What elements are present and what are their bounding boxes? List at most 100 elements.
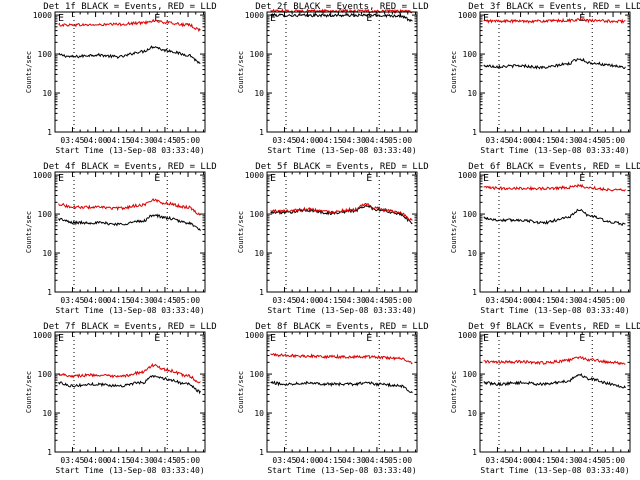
y-axis-label: Counts/sec bbox=[450, 371, 458, 413]
x-axis-label: Start Time (13-Sep-08 03:33:40) bbox=[480, 306, 629, 315]
series-lld-line bbox=[270, 352, 413, 365]
x-tick-label: 03:45 bbox=[60, 296, 84, 305]
x-tick-label: 04:30 bbox=[342, 456, 366, 465]
x-tick-label: 04:45 bbox=[578, 136, 602, 145]
y-tick-label: 10 bbox=[254, 89, 264, 98]
x-tick-label: 03:45 bbox=[272, 296, 296, 305]
x-tick-label: 03:45 bbox=[485, 136, 509, 145]
marker-label: E bbox=[366, 333, 372, 344]
y-tick-label: 1000 bbox=[458, 331, 477, 340]
y-axis-label: Counts/sec bbox=[237, 51, 245, 93]
x-tick-label: 05:00 bbox=[176, 136, 200, 145]
marker-label: E bbox=[579, 173, 585, 184]
x-tick-label: 04:15 bbox=[107, 136, 131, 145]
y-tick-label: 1000 bbox=[245, 331, 264, 340]
series-events-line bbox=[270, 12, 413, 23]
x-tick-label: 04:15 bbox=[319, 136, 343, 145]
y-axis-label: Counts/sec bbox=[450, 211, 458, 253]
series-lld-line bbox=[483, 17, 626, 24]
x-tick-label: 03:45 bbox=[485, 456, 509, 465]
plot-frame bbox=[479, 331, 631, 453]
marker-label: E bbox=[483, 173, 489, 184]
series-lld-line bbox=[270, 203, 413, 221]
panel-title: Det 3f BLACK = Events, RED = LLD bbox=[468, 2, 640, 12]
y-tick-label: 10 bbox=[467, 89, 477, 98]
y-tick-label: 100 bbox=[38, 370, 53, 379]
y-tick-label: 1000 bbox=[458, 171, 477, 180]
series-events-line bbox=[270, 204, 413, 225]
x-tick-label: 04:00 bbox=[509, 136, 533, 145]
x-tick-label: 04:30 bbox=[555, 296, 579, 305]
plot-frame bbox=[266, 11, 418, 133]
y-tick-label: 10 bbox=[254, 409, 264, 418]
x-axis-label: Start Time (13-Sep-08 03:33:40) bbox=[55, 306, 204, 315]
series-events-line bbox=[483, 208, 626, 226]
y-tick-label: 1 bbox=[259, 288, 264, 297]
x-tick-label: 03:45 bbox=[60, 456, 84, 465]
y-tick-label: 100 bbox=[250, 210, 265, 219]
x-tick-label: 04:45 bbox=[153, 456, 177, 465]
y-tick-label: 1000 bbox=[33, 11, 52, 20]
y-tick-label: 10 bbox=[42, 89, 52, 98]
y-tick-label: 1000 bbox=[245, 11, 264, 20]
panel-title: Det 1f BLACK = Events, RED = LLD bbox=[43, 2, 216, 12]
marker-label: E bbox=[366, 173, 372, 184]
x-tick-label: 04:45 bbox=[153, 136, 177, 145]
x-tick-label: 05:00 bbox=[388, 136, 412, 145]
series-lld-line bbox=[58, 197, 201, 216]
x-tick-label: 05:00 bbox=[176, 456, 200, 465]
x-tick-label: 04:00 bbox=[84, 456, 108, 465]
x-tick-label: 03:45 bbox=[60, 136, 84, 145]
plot-frame bbox=[266, 331, 418, 453]
y-axis-label: Counts/sec bbox=[237, 211, 245, 253]
x-tick-label: 03:45 bbox=[272, 136, 296, 145]
x-tick-label: 04:45 bbox=[578, 456, 602, 465]
y-axis-label: Counts/sec bbox=[25, 211, 33, 253]
plot-frame bbox=[266, 171, 418, 293]
y-tick-label: 1000 bbox=[33, 331, 52, 340]
marker-label: E bbox=[483, 13, 489, 24]
panel-title: Det 5f BLACK = Events, RED = LLD bbox=[255, 162, 428, 172]
y-axis-label: Counts/sec bbox=[25, 51, 33, 93]
panel-title: Det 7f BLACK = Events, RED = LLD bbox=[43, 322, 216, 332]
series-lld-line bbox=[58, 363, 201, 384]
marker-label: E bbox=[270, 333, 276, 344]
y-axis-label: Counts/sec bbox=[450, 51, 458, 93]
y-tick-label: 100 bbox=[38, 210, 53, 219]
marker-label: E bbox=[270, 173, 276, 184]
x-tick-label: 05:00 bbox=[176, 296, 200, 305]
marker-label: E bbox=[58, 333, 64, 344]
series-events-line bbox=[483, 373, 626, 389]
x-tick-label: 03:45 bbox=[485, 296, 509, 305]
series-lld-line bbox=[483, 183, 626, 192]
x-tick-label: 04:15 bbox=[532, 136, 556, 145]
x-tick-label: 04:45 bbox=[153, 296, 177, 305]
y-tick-label: 1 bbox=[47, 288, 52, 297]
marker-label: E bbox=[270, 13, 276, 24]
marker-label: E bbox=[366, 13, 372, 24]
y-tick-label: 1 bbox=[259, 448, 264, 457]
panel-title: Det 8f BLACK = Events, RED = LLD bbox=[255, 322, 428, 332]
x-axis-label: Start Time (13-Sep-08 03:33:40) bbox=[55, 146, 204, 155]
y-tick-label: 100 bbox=[463, 210, 478, 219]
x-axis-label: Start Time (13-Sep-08 03:33:40) bbox=[480, 466, 629, 475]
x-tick-label: 04:15 bbox=[107, 296, 131, 305]
plot-frame bbox=[54, 11, 206, 133]
y-tick-label: 100 bbox=[463, 50, 478, 59]
x-tick-label: 04:15 bbox=[319, 456, 343, 465]
x-tick-label: 04:30 bbox=[342, 296, 366, 305]
series-lld-line bbox=[483, 355, 626, 366]
series-events-line bbox=[270, 380, 413, 394]
plot-frame bbox=[54, 171, 206, 293]
series-lld-line bbox=[58, 18, 201, 33]
x-tick-label: 04:45 bbox=[365, 296, 389, 305]
y-axis-label: Counts/sec bbox=[237, 371, 245, 413]
x-tick-label: 04:30 bbox=[130, 456, 154, 465]
series-events-line bbox=[58, 375, 201, 395]
